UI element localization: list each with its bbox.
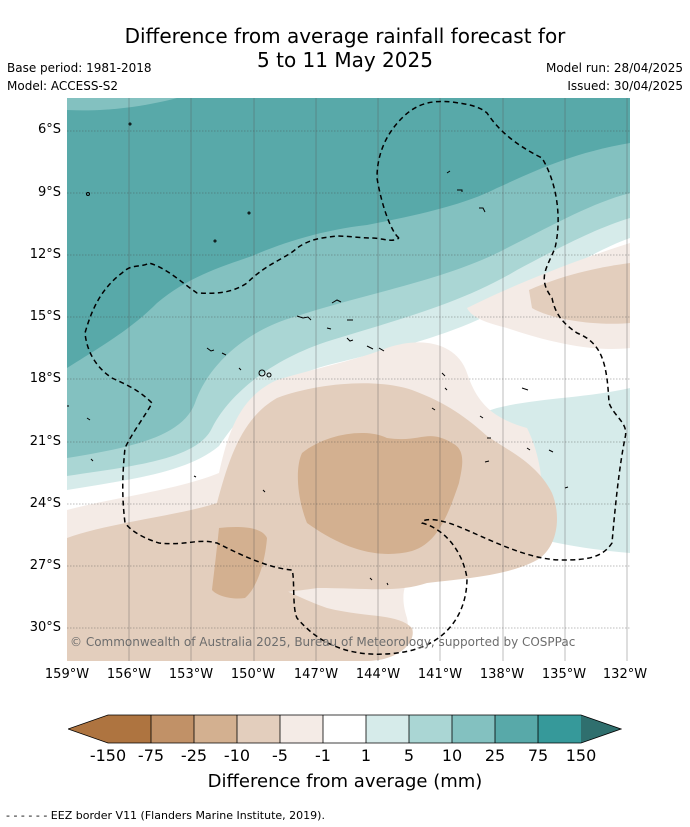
lon-label-138w: 138°W [479, 667, 525, 682]
colorbar-swatch-6 [323, 715, 366, 743]
issued-date: Issued: 30/04/2025 [567, 79, 683, 93]
lon-label-156w: 156°W [106, 667, 152, 682]
lon-label-132w: 132°W [602, 667, 648, 682]
colorbar [66, 714, 623, 748]
lon-label-153w: 153°W [168, 667, 214, 682]
lon-label-141w: 141°W [417, 667, 463, 682]
colorbar-tick-6: 1 [360, 746, 372, 765]
colorbar-tick-4: -5 [272, 746, 288, 765]
colorbar-swatch-11 [538, 715, 581, 743]
colorbar-swatch-1 [108, 715, 151, 743]
lat-label-24s: 24°S [29, 496, 61, 511]
graticule [128, 98, 628, 661]
colorbar-swatch-5 [280, 715, 323, 743]
model-info: Base period: 1981-2018 Model: ACCESS-S2 [7, 59, 152, 95]
colorbar-swatch-3 [194, 715, 237, 743]
rainfall-map [67, 98, 630, 661]
lat-label-21s: 21°S [29, 434, 61, 449]
lat-label-9s: 9°S [37, 185, 61, 200]
colorbar-tick-3: -10 [223, 746, 251, 765]
copyright-notice: © Commonwealth of Australia 2025, Bureau… [70, 635, 576, 649]
lat-label-30s: 30°S [29, 620, 61, 635]
lon-label-144w: 144°W [355, 667, 401, 682]
title-line-1: Difference from average rainfall forecas… [124, 24, 566, 48]
colorbar-swatch-0 [68, 715, 108, 743]
colorbar-outline [66, 714, 623, 744]
colorbar-tick-5: -1 [315, 746, 331, 765]
colorbar-svg [66, 714, 623, 744]
lon-label-147w: 147°W [293, 667, 339, 682]
colorbar-swatch-8 [409, 715, 452, 743]
colorbar-swatch-4 [237, 715, 280, 743]
colorbar-swatch-12 [581, 715, 621, 743]
lon-label-159w: 159°W [44, 667, 90, 682]
colorbar-swatch-10 [495, 715, 538, 743]
dry-area-10-25 [297, 433, 463, 554]
title-line-2: 5 to 11 May 2025 [257, 48, 433, 72]
lat-label-12s: 12°S [29, 247, 61, 262]
wet-area-10-25-north [67, 98, 177, 111]
latitude-lines [67, 130, 630, 629]
map-canvas [67, 98, 630, 661]
eez-legend-note: - - - - - - EEZ border V11 (Flanders Mar… [6, 809, 325, 822]
colorbar-tick-8: 10 [441, 746, 463, 765]
run-info: Model run: 28/04/2025 Issued: 30/04/2025 [546, 59, 683, 95]
eez-border-line [84, 100, 627, 655]
lat-label-15s: 15°S [29, 309, 61, 324]
colorbar-tick-1: -75 [137, 746, 165, 765]
model-run: Model run: 28/04/2025 [545, 61, 683, 75]
lat-label-18s: 18°S [29, 371, 61, 386]
map-title: Difference from average rainfall forecas… [0, 24, 690, 72]
colorbar-tick-10: 75 [527, 746, 549, 765]
dry-area-5-10-south [67, 564, 413, 661]
colorbar-swatch-2 [151, 715, 194, 743]
colorbar-tick-0: -150 [89, 746, 127, 765]
colorbar-tick-9: 25 [484, 746, 506, 765]
colorbar-label: Difference from average (mm) [207, 771, 483, 792]
dry-area-10-25-southwest [212, 527, 267, 599]
model-name: Model: ACCESS-S2 [7, 79, 119, 93]
lat-label-27s: 27°S [29, 558, 61, 573]
colorbar-swatch-9 [452, 715, 495, 743]
base-period: Base period: 1981-2018 [7, 61, 152, 75]
colorbar-tick-2: -25 [180, 746, 208, 765]
colorbar-tick-11: 150 [565, 746, 597, 765]
dry-area-5-10-east [529, 263, 630, 324]
islands [67, 122, 569, 586]
lon-label-135w: 135°W [541, 667, 587, 682]
lon-label-150w: 150°W [230, 667, 276, 682]
colorbar-tick-7: 5 [403, 746, 415, 765]
colorbar-swatch-7 [366, 715, 409, 743]
lat-label-6s: 6°S [37, 122, 61, 137]
